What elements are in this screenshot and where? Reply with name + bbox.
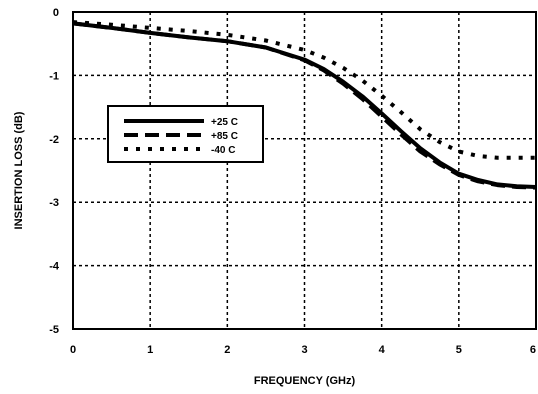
legend-entries: +25 C +85 C -40 C	[124, 117, 238, 156]
legend-label: -40 C	[211, 145, 235, 156]
x-tick-label: 4	[379, 344, 386, 356]
y-axis-label: INSERTION LOSS (dB)	[13, 111, 25, 229]
legend-label: +85 C	[211, 131, 238, 142]
x-tick-label: 2	[224, 344, 230, 356]
y-tick-label: -4	[49, 261, 60, 273]
y-tick-label: -5	[49, 324, 59, 336]
grid	[73, 12, 536, 329]
y-tick-label: -3	[49, 197, 59, 209]
x-axis-label: FREQUENCY (GHz)	[254, 375, 356, 387]
legend: +25 C +85 C -40 C	[107, 105, 264, 163]
x-tick-label: 0	[70, 344, 76, 356]
y-tick-label: -2	[49, 134, 59, 146]
legend-label: +25 C	[211, 117, 238, 128]
y-tick-labels: 0 -1 -2 -3 -4 -5	[49, 7, 60, 336]
x-tick-label: 3	[301, 344, 307, 356]
plot-frame	[72, 11, 537, 330]
y-tick-label: 0	[53, 7, 59, 19]
x-tick-label: 1	[147, 344, 153, 356]
x-tick-labels: 0 1 2 3 4 5 6	[70, 344, 536, 356]
y-tick-label: -1	[49, 70, 59, 82]
x-tick-label: 6	[530, 344, 536, 356]
series-line-1	[72, 21, 537, 190]
series-group	[72, 20, 537, 190]
x-tick-label: 5	[456, 344, 462, 356]
